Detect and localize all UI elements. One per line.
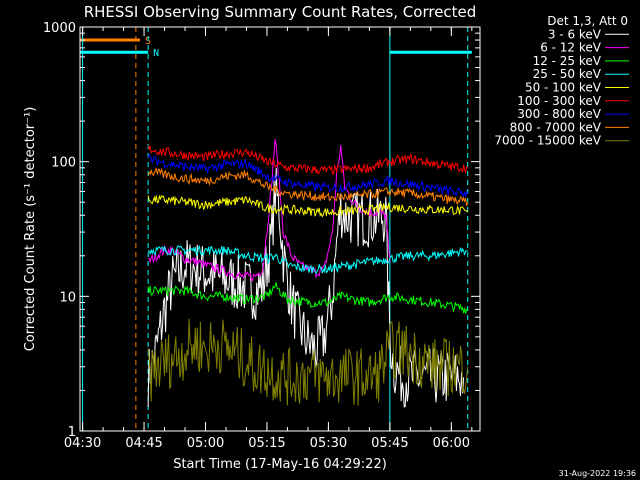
y-axis-ticks: 1 10 100 1000 xyxy=(43,21,480,440)
footer-timestamp: 31-Aug-2022 19:36 xyxy=(559,469,636,478)
legend-label: 7000 - 15000 keV xyxy=(494,134,601,148)
series-line xyxy=(147,167,469,207)
x-tick-label: 04:30 xyxy=(64,436,101,451)
series-line xyxy=(147,318,469,406)
y-tick-label: 10 xyxy=(59,290,76,305)
x-tick-label: 05:45 xyxy=(371,436,408,451)
y-tick-label: 1000 xyxy=(43,21,76,36)
flag-label: N xyxy=(153,48,159,59)
x-tick-label: 05:15 xyxy=(248,436,285,451)
y-axis-label: Corrected Count Rate (s⁻¹ detector⁻¹) xyxy=(23,107,38,352)
x-axis-label: Start Time (17-May-16 04:29:22) xyxy=(173,457,387,472)
series-line xyxy=(147,167,465,408)
y-tick-label: 1 xyxy=(68,425,76,440)
x-tick-label: 04:45 xyxy=(125,436,162,451)
legend-label: 50 - 100 keV xyxy=(525,81,602,95)
series-line xyxy=(147,245,468,275)
flag-label: S xyxy=(145,36,151,47)
x-tick-label: 05:00 xyxy=(187,436,224,451)
series-group xyxy=(147,138,469,408)
flag-bars: SN xyxy=(80,36,472,59)
chart-title: RHESSI Observing Summary Count Rates, Co… xyxy=(84,3,477,21)
x-axis-ticks: 04:30 04:45 05:00 05:15 05:30 05:45 06:00 xyxy=(64,27,473,451)
series-line xyxy=(147,282,468,314)
legend-label: 25 - 50 keV xyxy=(533,67,602,81)
x-tick-label: 05:30 xyxy=(310,436,347,451)
legend-label: 800 - 7000 keV xyxy=(510,120,602,134)
legend-label: 6 - 12 keV xyxy=(540,41,602,55)
x-tick-label: 06:00 xyxy=(433,436,470,451)
legend-label: 300 - 800 keV xyxy=(517,107,601,121)
series-line xyxy=(147,145,469,175)
vertical-markers xyxy=(82,27,469,431)
legend-label: 3 - 6 keV xyxy=(548,27,602,41)
legend-label: 12 - 25 keV xyxy=(533,54,602,68)
legend-title: Det 1,3, Att 0 xyxy=(547,14,628,28)
plot-frame xyxy=(79,26,481,432)
legend-label: 100 - 300 keV xyxy=(517,94,601,108)
series-line xyxy=(147,153,469,198)
y-tick-label: 100 xyxy=(51,156,76,171)
series-line xyxy=(147,194,469,218)
